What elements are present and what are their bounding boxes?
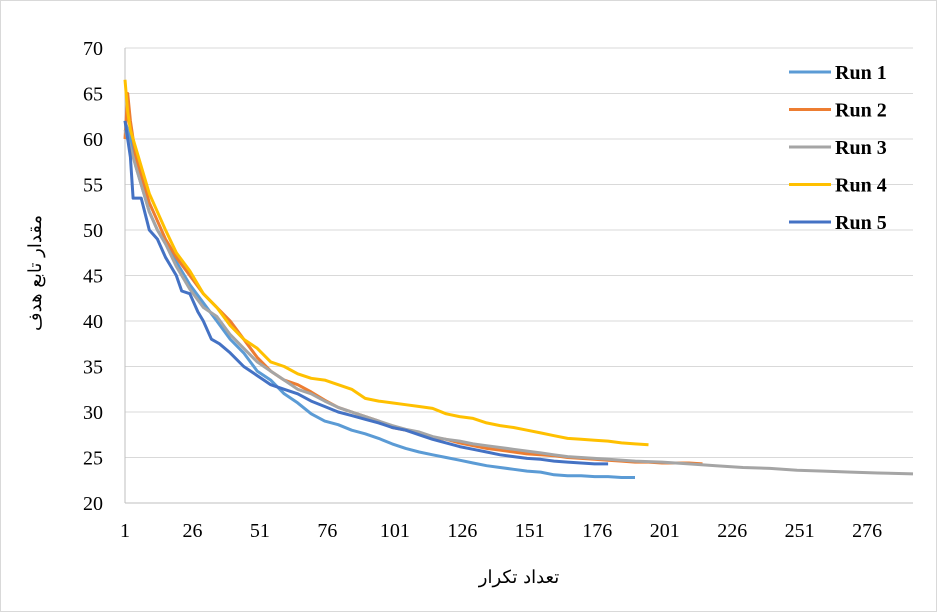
y-tick-label: 25 — [83, 448, 103, 470]
y-tick-label: 50 — [83, 220, 103, 242]
x-tick-label: 276 — [852, 520, 882, 542]
x-tick-label: 151 — [515, 520, 545, 542]
x-tick-label: 201 — [650, 520, 680, 542]
x-tick-label: 51 — [250, 520, 270, 542]
x-tick-label: 101 — [380, 520, 410, 542]
y-tick-label: 40 — [83, 311, 103, 333]
series-line-run-3 — [123, 129, 914, 476]
x-tick-label: 76 — [317, 520, 337, 542]
y-tick-label: 55 — [83, 175, 103, 197]
legend-label: Run 3 — [835, 137, 887, 159]
legend-label: Run 2 — [835, 100, 887, 122]
x-tick-label: 226 — [717, 520, 747, 542]
y-tick-label: 35 — [83, 357, 103, 379]
x-tick-label: 26 — [182, 520, 202, 542]
legend: Run 1 Run 2 Run 3 Run 4 Run 5 — [789, 62, 887, 234]
legend-label: Run 1 — [835, 62, 887, 84]
legend-label: Run 4 — [835, 175, 887, 197]
x-axis-title: تعداد تکرار — [478, 567, 559, 588]
series-lines — [123, 79, 914, 479]
y-tick-label: 65 — [83, 84, 103, 106]
y-axis-title: مقدار تابع هدف — [25, 215, 46, 331]
series-line-run-2 — [123, 92, 703, 466]
legend-label: Run 5 — [835, 212, 887, 234]
x-tick-label: 126 — [447, 520, 477, 542]
series-line-run-1 — [123, 120, 635, 479]
x-tick-label: 251 — [785, 520, 815, 542]
y-tick-label: 30 — [83, 402, 103, 424]
x-tick-label: 1 — [120, 520, 130, 542]
y-tick-label: 20 — [83, 493, 103, 515]
gridlines — [125, 47, 913, 458]
y-tick-label: 70 — [83, 38, 103, 60]
y-tick-label: 45 — [83, 266, 103, 288]
x-tick-label: 176 — [582, 520, 612, 542]
series-line-run-4 — [123, 79, 649, 447]
series-line-run-5 — [123, 120, 609, 466]
y-tick-label: 60 — [83, 129, 103, 151]
